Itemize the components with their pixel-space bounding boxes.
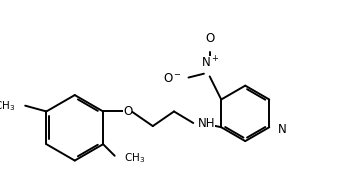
Text: O$^-$: O$^-$ — [162, 72, 182, 85]
Text: NH: NH — [198, 117, 215, 130]
Text: O: O — [205, 32, 214, 45]
Text: N: N — [278, 123, 286, 136]
Text: CH$_3$: CH$_3$ — [124, 151, 145, 165]
Text: N$^+$: N$^+$ — [201, 56, 220, 71]
Text: O: O — [123, 105, 132, 118]
Text: CH$_3$: CH$_3$ — [0, 99, 16, 113]
